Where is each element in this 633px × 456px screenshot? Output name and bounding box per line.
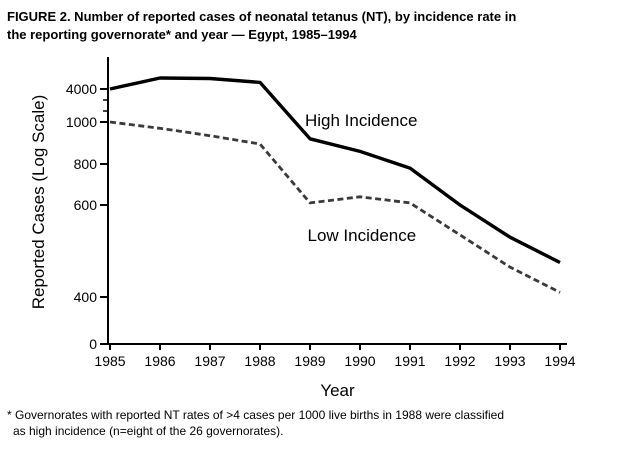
x-tick-label: 1993 xyxy=(494,353,525,369)
x-tick-label: 1988 xyxy=(244,353,275,369)
y-axis-title: Reported Cases (Log Scale) xyxy=(29,95,48,310)
figure-title-line-1: FIGURE 2. Number of reported cases of ne… xyxy=(7,9,517,24)
y-tick-label: 0 xyxy=(89,336,97,352)
x-tick-label: 1994 xyxy=(544,353,575,369)
series-line-low-incidence xyxy=(109,120,561,295)
y-tick-label: 600 xyxy=(74,197,98,213)
y-tick-label: 1000 xyxy=(66,114,97,130)
figure-footnote: * Governorates with reported NT rates of… xyxy=(0,406,633,439)
x-tick-label: 1987 xyxy=(194,353,225,369)
series-label-high-incidence: High Incidence xyxy=(305,112,417,131)
footnote-line-2: as high incidence (n=eight of the 26 gov… xyxy=(13,423,284,438)
x-tick-label: 1990 xyxy=(344,353,375,369)
chart-area: 0 400 600 800 1000 4000 1985 1986 1987 1988 1989 19… xyxy=(0,44,633,406)
y-tick-label: 4000 xyxy=(66,81,97,97)
x-axis-title: Year xyxy=(320,381,355,400)
figure-title: FIGURE 2. Number of reported cases of ne… xyxy=(0,0,633,44)
footnote-line-1: * Governorates with reported NT rates of… xyxy=(7,408,505,423)
x-tick-label: 1992 xyxy=(444,353,475,369)
x-tick-label: 1985 xyxy=(94,353,125,369)
series-label-low-incidence: Low Incidence xyxy=(308,226,417,245)
x-tick-label: 1991 xyxy=(394,353,425,369)
x-tick-label: 1986 xyxy=(144,353,175,369)
line-chart: 0 400 600 800 1000 4000 1985 1986 1987 1988 1989 19… xyxy=(29,57,576,400)
figure-title-line-2: the reporting governorate* and year — Eg… xyxy=(7,27,357,43)
y-tick-label: 800 xyxy=(74,156,98,172)
x-tick-label: 1989 xyxy=(294,353,325,369)
y-tick-label: 400 xyxy=(74,289,98,305)
series-line-high-incidence xyxy=(109,76,561,265)
